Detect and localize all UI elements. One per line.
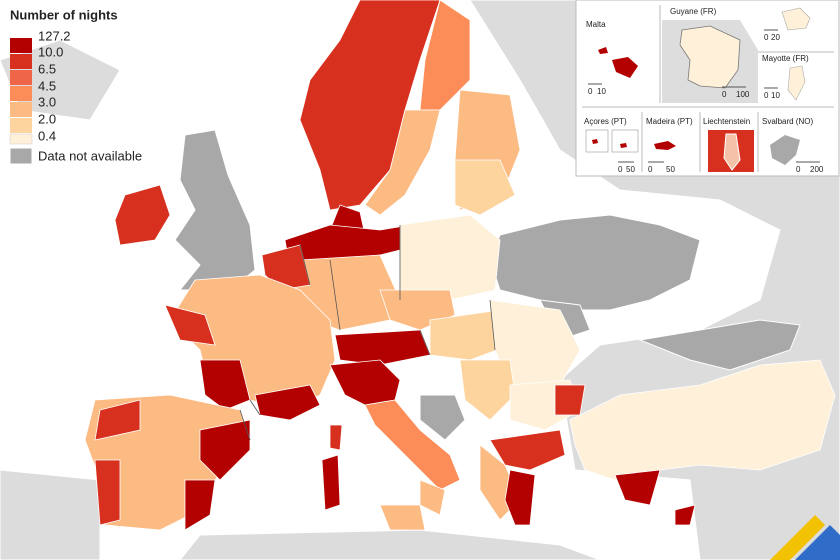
country-borders [239, 225, 496, 441]
legend-class: 4.5 [38, 78, 56, 93]
guyane-shape [679, 25, 741, 89]
scale-label: 10 [597, 87, 606, 96]
mayotte-shape [787, 65, 806, 101]
legend-class: 2.0 [38, 111, 56, 126]
inset-label: Liechtenstein [703, 117, 750, 126]
legend-class: 127.2 [38, 28, 71, 43]
legend-swatch [10, 38, 32, 53]
scale-label: 50 [666, 165, 675, 174]
malta-shape [598, 47, 638, 78]
madeira-shape [654, 141, 676, 150]
logo [770, 515, 840, 560]
iberia [84, 394, 251, 531]
legend-class: 10.0 [38, 44, 63, 59]
liechtenstein-inner [723, 133, 741, 171]
scale-label: 0 [618, 165, 623, 174]
legend-swatch [10, 54, 32, 69]
scale-label: 100 [736, 90, 750, 99]
inset-label: Açores (PT) [584, 117, 627, 126]
scale-label: 50 [626, 165, 635, 174]
logo-stripe [795, 525, 840, 560]
scale-label: 200 [810, 165, 824, 174]
legend-class: 3.0 [38, 94, 56, 109]
no-data-regions [174, 129, 801, 441]
scale-label: 0 [648, 165, 653, 174]
ireland [114, 184, 171, 246]
inset-shape [781, 7, 811, 31]
turkey [569, 359, 836, 526]
legend-title: Number of nights [10, 7, 118, 22]
scale-label: 0 [588, 87, 593, 96]
inset-box [585, 129, 609, 153]
scale-label: 0 [796, 165, 801, 174]
legend: Number of nights 127.2 10.0 6.5 4.5 3.0 … [9, 7, 142, 165]
inset-label: Svalbard (NO) [762, 117, 813, 126]
inset-box [611, 129, 639, 153]
acores-shape [592, 139, 627, 148]
insets: Malta 0 10 Guyane (FR) 0 100 0 20 Mayott… [575, 0, 840, 177]
scale-label: 0 [722, 90, 727, 99]
scale-label: 10 [771, 91, 780, 100]
legend-na: Data not available [38, 148, 142, 163]
legend-swatch [10, 86, 32, 101]
scale-label: 0 [764, 33, 769, 42]
inset-label: Madeira (PT) [646, 117, 693, 126]
legend-swatch-na [9, 147, 33, 165]
legend-swatch [10, 118, 32, 133]
scandinavia [299, 0, 521, 241]
legend-class: 0.4 [38, 128, 56, 143]
legend-swatch [10, 102, 32, 117]
inset-label: Mayotte (FR) [762, 54, 809, 63]
legend-class: 6.5 [38, 61, 56, 76]
inset-label: Guyane (FR) [670, 7, 717, 16]
scale-label: 20 [771, 33, 780, 42]
svalbard-shape [770, 135, 800, 165]
scale-label: 0 [764, 91, 769, 100]
western-europe [164, 244, 336, 421]
legend-swatch [10, 70, 32, 85]
italy [321, 359, 461, 531]
logo-stripe [770, 515, 825, 560]
inset-label: Malta [586, 20, 606, 29]
legend-swatch [9, 133, 33, 145]
